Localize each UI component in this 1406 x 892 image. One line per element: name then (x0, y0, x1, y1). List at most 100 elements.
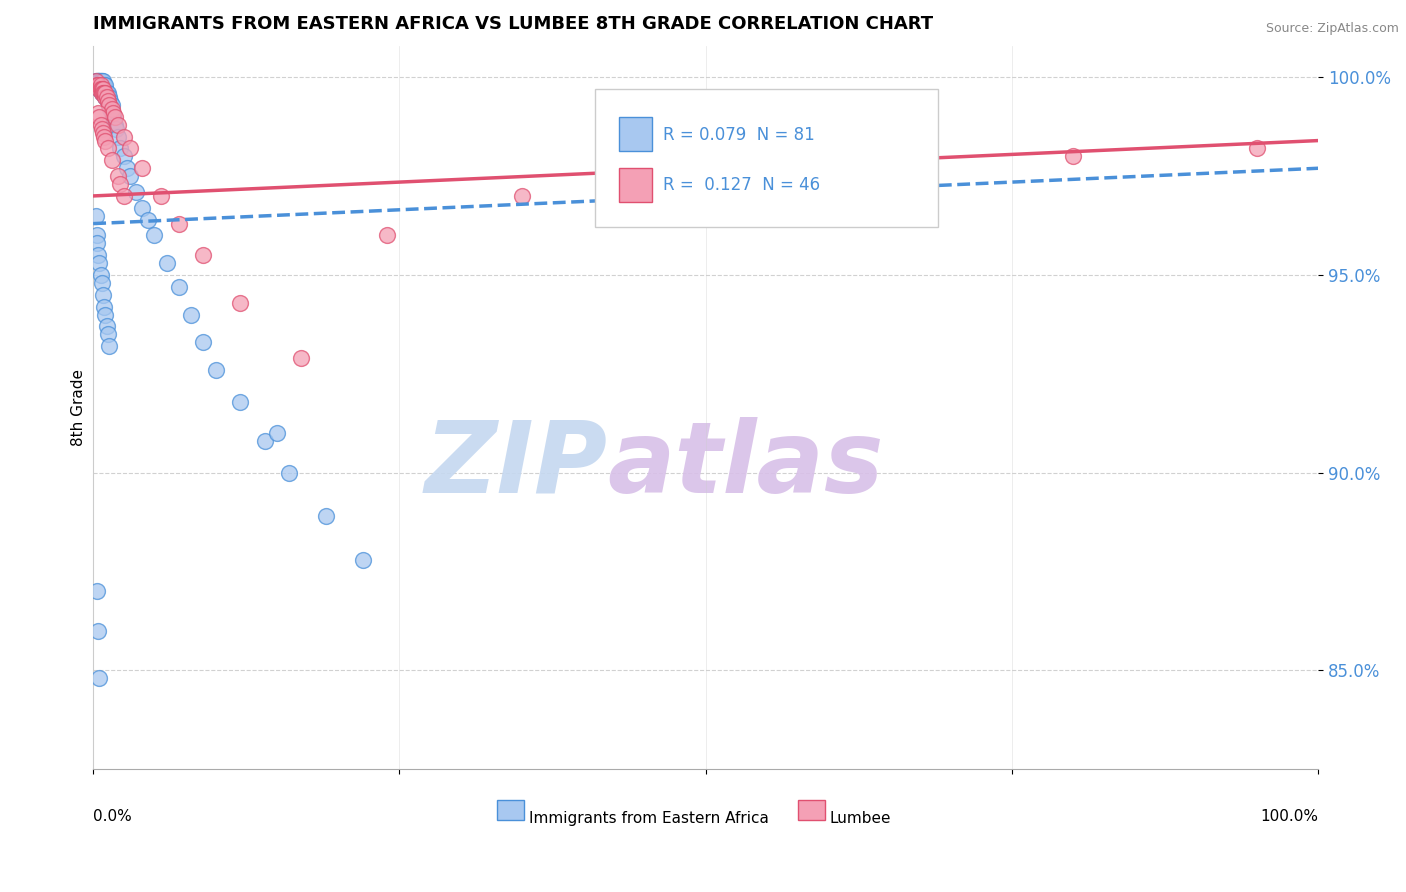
Bar (498, 800, 524, 820)
Point (97, 327, 120, 342)
Text: R =  0.127  N = 46: R = 0.127 N = 46 (662, 177, 820, 194)
FancyBboxPatch shape (619, 118, 652, 152)
Point (131, 201, 153, 215)
Point (98, 98, 121, 112)
Point (117, 161, 139, 176)
Point (87, 78, 110, 93)
Point (94, 90, 117, 104)
Point (89, 672, 111, 686)
Point (94, 78, 117, 93)
Point (86, 78, 108, 93)
Point (86, 236, 108, 251)
Point (131, 161, 153, 176)
Text: 0.0%: 0.0% (93, 809, 132, 824)
Point (89, 110, 111, 124)
Point (1246, 141, 1268, 155)
Point (107, 169, 129, 183)
Point (86, 74, 108, 88)
Point (89, 78, 111, 93)
Point (107, 118, 129, 132)
Point (90, 268, 112, 282)
Point (143, 228, 166, 243)
Point (90, 86, 112, 100)
Point (94, 86, 117, 100)
Point (91, 78, 114, 93)
Point (90, 78, 112, 93)
Point (105, 121, 128, 136)
Point (90, 82, 112, 96)
Point (93, 86, 115, 100)
Text: atlas: atlas (607, 417, 884, 514)
Point (84, 74, 107, 88)
Point (107, 129, 129, 144)
Point (89, 74, 111, 88)
Point (90, 74, 112, 88)
Point (100, 102, 122, 116)
Point (90, 118, 112, 132)
Point (118, 141, 141, 155)
Point (96, 86, 118, 100)
Point (156, 256, 179, 270)
Text: Lumbee: Lumbee (830, 811, 891, 826)
Point (375, 228, 398, 243)
Point (84, 74, 107, 88)
Text: R = 0.079  N = 81: R = 0.079 N = 81 (662, 126, 814, 144)
Point (1062, 149, 1084, 163)
Point (90, 86, 112, 100)
Point (167, 280, 190, 294)
Point (149, 189, 172, 203)
Point (93, 78, 115, 93)
Point (86, 228, 108, 243)
Point (91, 82, 114, 96)
Point (89, 256, 111, 270)
Point (204, 363, 226, 377)
Point (87, 106, 110, 120)
Point (89, 78, 111, 93)
Point (91, 287, 114, 301)
Point (87, 74, 110, 88)
Point (180, 308, 202, 322)
Point (87, 624, 110, 638)
Point (125, 185, 148, 199)
Point (91, 74, 114, 88)
Point (90, 121, 112, 136)
Point (86, 584, 108, 599)
Point (90, 74, 112, 88)
Point (93, 82, 115, 96)
Point (103, 113, 125, 128)
Point (136, 212, 159, 227)
Point (87, 74, 110, 88)
Point (90, 82, 112, 96)
Point (98, 98, 121, 112)
Text: Source: ZipAtlas.com: Source: ZipAtlas.com (1265, 22, 1399, 36)
Point (695, 169, 717, 183)
FancyBboxPatch shape (596, 89, 938, 227)
Point (229, 295, 252, 310)
Point (278, 466, 301, 480)
Point (90, 276, 112, 290)
Point (98, 94, 121, 108)
Point (96, 90, 118, 104)
Point (108, 141, 131, 155)
Point (510, 189, 533, 203)
Point (87, 248, 110, 262)
Point (89, 74, 111, 88)
Point (352, 553, 374, 567)
Point (90, 78, 112, 93)
Text: ZIP: ZIP (425, 417, 607, 514)
Point (97, 94, 120, 108)
Point (253, 434, 276, 449)
Point (89, 82, 111, 96)
Point (93, 300, 115, 314)
Point (93, 86, 115, 100)
Point (96, 90, 118, 104)
Point (94, 134, 117, 148)
Point (193, 335, 215, 350)
Point (879, 157, 901, 171)
Point (98, 102, 121, 116)
Point (315, 509, 337, 524)
Point (90, 74, 112, 88)
Point (266, 426, 288, 441)
FancyBboxPatch shape (619, 168, 652, 202)
Point (96, 319, 118, 334)
